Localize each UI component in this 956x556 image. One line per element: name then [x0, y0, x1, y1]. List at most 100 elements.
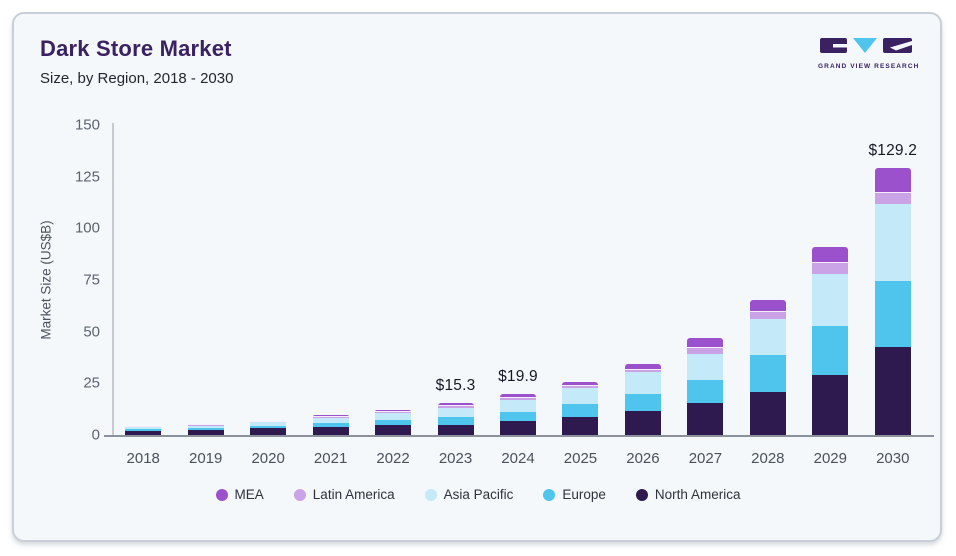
x-tick-2020: 2020 — [251, 450, 285, 467]
bar-segment-2026-latin-america — [624, 369, 661, 373]
x-tick-2021: 2021 — [313, 450, 348, 467]
bar-2030 — [874, 167, 911, 435]
bar-segment-2025-mea — [562, 381, 599, 387]
bar-2020 — [250, 420, 287, 435]
bar-segment-2020-asia-pacific — [250, 421, 287, 427]
bar-segment-2023-mea — [437, 403, 474, 407]
bar-segment-2022-latin-america — [375, 412, 412, 414]
bar-segment-2021-mea — [312, 415, 349, 417]
y-tick-100: 100 — [74, 219, 100, 237]
x-tick-2030: 2030 — [876, 450, 910, 467]
bar-segment-2022-mea — [375, 409, 412, 413]
legend-item-europe: Europe — [543, 487, 606, 502]
bar-2018 — [125, 425, 162, 435]
bar-segment-2023-north-america — [437, 424, 474, 435]
legend-label: Europe — [562, 487, 606, 502]
page-title: Dark Store Market — [40, 36, 232, 61]
x-tick-2028: 2028 — [751, 450, 785, 467]
bar-2025 — [562, 381, 599, 435]
gvr-logo-icon — [820, 38, 912, 53]
x-tick-2025: 2025 — [563, 450, 598, 467]
bar-2024 — [500, 393, 536, 435]
bar-segment-2025-europe — [562, 403, 599, 418]
bar-segment-2024-asia-pacific — [500, 400, 536, 413]
bar-total-label-2023: $15.3 — [435, 377, 476, 395]
bar-segment-2028-mea — [749, 299, 786, 312]
bar-segment-2021-europe — [312, 422, 349, 427]
bar-segment-2030-europe — [874, 281, 911, 348]
x-tick-2027: 2027 — [688, 450, 723, 467]
bar-segment-2019-asia-pacific — [187, 425, 224, 429]
x-tick-2026: 2026 — [626, 450, 660, 467]
x-tick-2023: 2023 — [438, 450, 473, 467]
x-tick-2018: 2018 — [126, 450, 160, 467]
legend-label: Asia Pacific — [443, 487, 514, 502]
bar-segment-2023-europe — [437, 417, 474, 425]
bar-2019 — [187, 424, 224, 435]
bar-2022 — [375, 409, 412, 435]
bar-segment-2028-europe — [749, 355, 786, 392]
bar-segment-2024-north-america — [500, 421, 536, 435]
bar-segment-2023-latin-america — [437, 406, 474, 409]
y-tick-50: 50 — [83, 323, 100, 341]
bar-segment-2029-asia-pacific — [812, 273, 849, 326]
bar-segment-2018-north-america — [125, 430, 162, 435]
bar-2028 — [749, 299, 786, 435]
bar-segment-2024-latin-america — [500, 397, 536, 401]
bar-segment-2021-north-america — [312, 426, 349, 435]
x-tick-2024: 2024 — [501, 450, 535, 467]
legend-item-latin-america: Latin America — [293, 487, 395, 502]
bar-segment-2027-asia-pacific — [687, 353, 724, 380]
bar-segment-2024-mea — [500, 393, 536, 398]
bar-segment-2026-europe — [624, 393, 661, 411]
legend-dot-icon — [293, 488, 306, 501]
bar-segment-2018-asia-pacific — [125, 426, 162, 430]
x-tick-2022: 2022 — [376, 450, 410, 467]
bar-2026 — [624, 363, 661, 435]
y-tick-125: 125 — [74, 168, 100, 186]
y-tick-75: 75 — [83, 271, 100, 289]
bar-segment-2027-europe — [687, 379, 724, 403]
gvr-logo-caption: GRAND VIEW RESEARCH — [818, 63, 920, 70]
x-axis-line — [104, 435, 934, 437]
legend-dot-icon — [424, 488, 437, 501]
legend-dot-icon — [635, 488, 648, 501]
bar-2021 — [312, 415, 349, 435]
legend-item-asia-pacific: Asia Pacific — [424, 487, 514, 502]
x-tick-2029: 2029 — [813, 450, 847, 467]
bar-segment-2029-mea — [812, 246, 849, 263]
bar-segment-2020-north-america — [250, 428, 287, 435]
bar-segment-2018-mea — [125, 425, 162, 427]
bar-segment-2024-europe — [500, 412, 536, 422]
legend-label: Latin America — [312, 487, 395, 502]
bar-segment-2019-north-america — [187, 430, 224, 435]
bar-total-label-2030: $129.2 — [868, 141, 918, 159]
legend-dot-icon — [543, 488, 556, 501]
y-axis-line — [112, 123, 114, 435]
bar-segment-2022-north-america — [375, 425, 412, 435]
bar-segment-2023-asia-pacific — [437, 408, 474, 418]
gvr-logo: GRAND VIEW RESEARCH — [818, 38, 920, 70]
bar-segment-2030-north-america — [874, 347, 911, 435]
y-tick-150: 150 — [74, 116, 100, 134]
bar-segment-2028-latin-america — [749, 311, 786, 320]
bar-segment-2028-asia-pacific — [749, 319, 786, 356]
legend-label: North America — [654, 487, 741, 502]
legend-item-north-america: North America — [635, 487, 741, 502]
bar-2023 — [437, 403, 474, 435]
bar-segment-2025-north-america — [562, 417, 599, 435]
y-tick-0: 0 — [91, 426, 100, 444]
bar-2029 — [812, 246, 849, 435]
bar-segment-2030-asia-pacific — [874, 203, 911, 282]
x-tick-2019: 2019 — [189, 450, 223, 467]
y-tick-25: 25 — [83, 374, 100, 392]
bar-total-label-2024: $19.9 — [498, 367, 538, 385]
bar-segment-2027-mea — [687, 337, 724, 348]
bar-segment-2026-asia-pacific — [624, 372, 661, 394]
bar-segment-2021-latin-america — [312, 417, 349, 418]
bar-segment-2029-latin-america — [812, 262, 849, 274]
bar-segment-2030-mea — [874, 167, 911, 193]
bar-segment-2020-mea — [250, 420, 287, 422]
legend-label: MEA — [234, 487, 264, 502]
